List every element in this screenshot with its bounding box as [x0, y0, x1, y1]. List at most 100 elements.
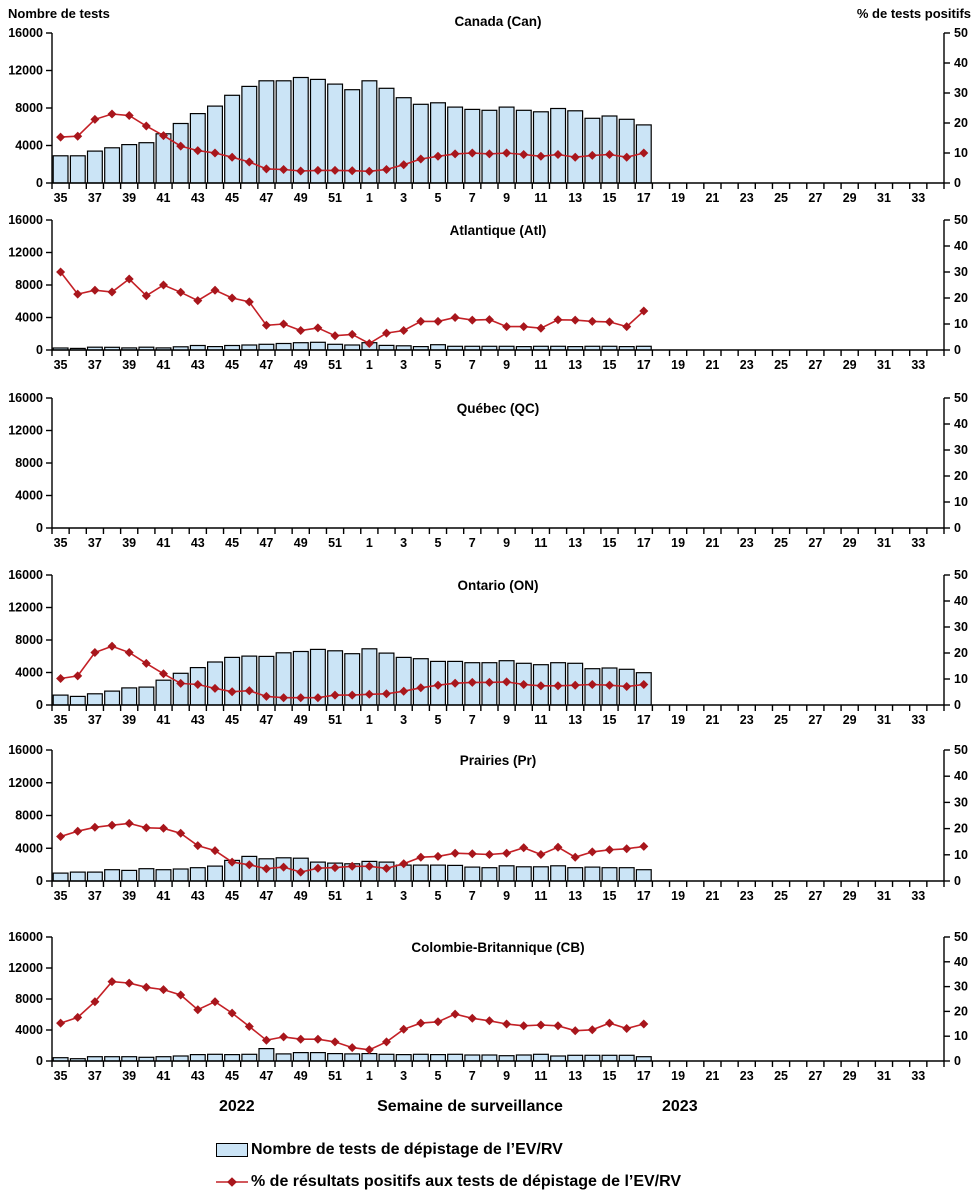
svg-text:30: 30 — [954, 620, 968, 634]
svg-text:11: 11 — [534, 1069, 547, 1083]
svg-text:17: 17 — [637, 191, 651, 205]
svg-text:39: 39 — [122, 1069, 136, 1083]
svg-text:41: 41 — [157, 191, 171, 205]
svg-text:4000: 4000 — [15, 489, 43, 503]
svg-text:8000: 8000 — [15, 456, 43, 470]
pct-point — [553, 681, 563, 691]
pct-point — [450, 312, 460, 323]
svg-text:9: 9 — [503, 713, 510, 727]
svg-text:25: 25 — [774, 713, 788, 727]
svg-text:43: 43 — [191, 889, 205, 903]
svg-text:51: 51 — [328, 889, 342, 903]
pct-point — [587, 316, 597, 326]
svg-text:5: 5 — [434, 1069, 441, 1083]
svg-text:8000: 8000 — [15, 101, 43, 115]
pct-point — [502, 322, 512, 332]
svg-text:30: 30 — [954, 795, 968, 809]
svg-text:0: 0 — [36, 176, 43, 190]
svg-text:17: 17 — [637, 713, 651, 727]
pct-point — [56, 831, 66, 842]
svg-text:33: 33 — [911, 536, 925, 550]
pct-positive-line — [56, 977, 649, 1055]
pct-point — [244, 1021, 254, 1032]
pct-point — [484, 849, 494, 860]
pct-point — [536, 1020, 546, 1030]
pct-point — [158, 280, 169, 290]
pct-point — [364, 861, 374, 871]
svg-text:0: 0 — [36, 521, 43, 535]
pct-point — [364, 689, 374, 699]
svg-text:4000: 4000 — [15, 139, 43, 153]
svg-text:49: 49 — [294, 191, 308, 205]
x-axis-footer: 2022 Semaine de surveillance 2023 — [0, 1098, 976, 1120]
svg-text:47: 47 — [259, 889, 273, 903]
svg-text:21: 21 — [705, 191, 719, 205]
tests-bar-swatch-icon — [216, 1143, 248, 1157]
pct-point — [536, 151, 546, 161]
pct-point — [622, 1023, 632, 1034]
svg-text:21: 21 — [705, 536, 719, 550]
year-2022-label: 2022 — [219, 1098, 255, 1115]
svg-text:25: 25 — [774, 536, 788, 550]
svg-text:0: 0 — [954, 521, 961, 535]
pct-point — [450, 678, 460, 688]
pct-point — [261, 1035, 271, 1045]
pct-point — [639, 306, 649, 316]
right-axis-title: % de tests positifs — [856, 6, 971, 21]
svg-text:50: 50 — [954, 213, 968, 227]
pct-point — [330, 1037, 340, 1047]
svg-text:30: 30 — [954, 86, 968, 100]
pct-point — [330, 331, 340, 341]
svg-text:51: 51 — [328, 713, 342, 727]
pct-point — [56, 673, 66, 684]
pct-point — [604, 317, 615, 327]
pct-point — [604, 680, 615, 690]
pct-point — [587, 847, 597, 857]
svg-text:31: 31 — [877, 713, 891, 727]
pct-point — [381, 164, 392, 175]
svg-text:29: 29 — [843, 536, 857, 550]
pct-point — [330, 690, 340, 700]
svg-text:10: 10 — [954, 672, 968, 686]
pct-point — [279, 1032, 289, 1042]
svg-text:10: 10 — [954, 848, 968, 862]
svg-text:7: 7 — [469, 536, 476, 550]
svg-text:12000: 12000 — [8, 246, 43, 260]
svg-text:35: 35 — [54, 889, 68, 903]
svg-text:10: 10 — [954, 1029, 968, 1043]
svg-text:1: 1 — [366, 358, 373, 372]
pct-point — [570, 1026, 580, 1036]
svg-text:0: 0 — [36, 343, 43, 357]
pct-point — [484, 149, 494, 159]
svg-text:41: 41 — [157, 889, 171, 903]
pct-point — [330, 863, 340, 873]
svg-text:30: 30 — [954, 980, 968, 994]
pct-point — [313, 323, 323, 333]
pct-point — [364, 1045, 374, 1055]
pct-point — [639, 841, 649, 851]
svg-text:39: 39 — [122, 358, 136, 372]
pct-point — [433, 680, 443, 690]
svg-text:30: 30 — [954, 443, 968, 457]
pct-point — [296, 166, 306, 176]
svg-text:45: 45 — [225, 358, 239, 372]
pct-point — [107, 287, 117, 297]
pct-point — [639, 1019, 649, 1029]
svg-text:0: 0 — [954, 1054, 961, 1068]
pct-point — [330, 165, 340, 175]
pct-point — [604, 149, 615, 160]
svg-text:13: 13 — [568, 536, 582, 550]
svg-text:49: 49 — [294, 889, 308, 903]
svg-text:15: 15 — [603, 536, 617, 550]
pct-point — [141, 982, 151, 992]
pct-point — [56, 132, 66, 142]
pct-point — [227, 857, 237, 867]
pct-point — [90, 822, 100, 832]
svg-text:16000: 16000 — [8, 391, 43, 405]
axes — [46, 936, 950, 1067]
pct-point — [313, 1034, 323, 1044]
pct-point — [347, 329, 357, 339]
pct-point — [484, 315, 494, 325]
